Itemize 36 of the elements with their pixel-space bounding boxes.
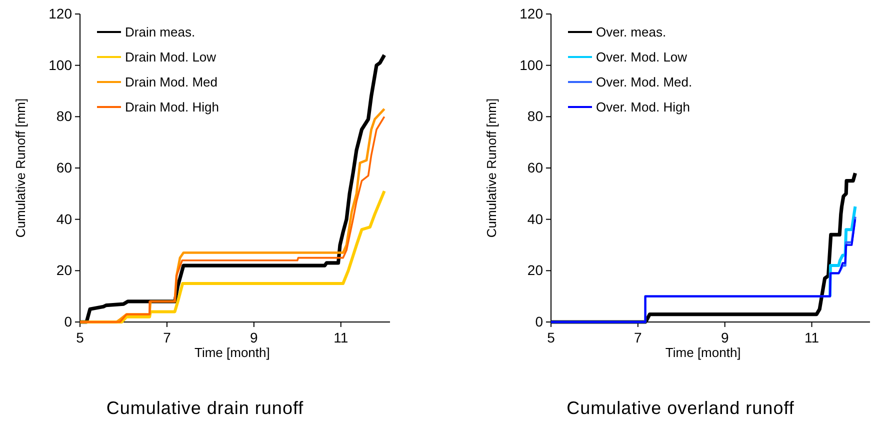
legend-label: Drain Mod. Med (125, 74, 218, 90)
y-tick-label: 100 (48, 56, 72, 73)
x-tick-label: 7 (634, 330, 642, 346)
text: Cumulative drain runoff (106, 398, 304, 418)
y-tick-label: 80 (56, 108, 72, 124)
x-axis-title: Time [month] (194, 345, 270, 360)
y-tick-label: 0 (64, 313, 72, 330)
y-tick-label: 40 (527, 210, 544, 227)
x-tick-label: 5 (76, 330, 84, 346)
legend-label: Drain Mod. High (125, 100, 219, 114)
y-tick-label: 80 (527, 108, 544, 124)
x-axis-title: Time [month] (665, 345, 741, 360)
y-tick-label: 100 (520, 56, 544, 73)
y-tick-label: 120 (520, 5, 544, 22)
x-tick-label: 9 (720, 330, 729, 346)
x-tick-label: 9 (250, 330, 258, 346)
y-axis-title: Cumulative Runoff [mm] (13, 98, 28, 238)
x-tick-label: 11 (334, 330, 348, 346)
x-tick-label: 7 (163, 330, 172, 346)
legend-label: Over. Mod. High (596, 100, 690, 114)
y-tick-label: 120 (48, 5, 72, 22)
legend-label: Over. meas. (596, 24, 666, 40)
y-tick-label: 20 (56, 262, 72, 278)
y-tick-label: 0 (535, 313, 544, 330)
legend-label: Over. Mod. Med. (596, 74, 692, 90)
x-tick-label: 5 (547, 330, 556, 346)
y-tick-label: 20 (527, 262, 544, 278)
legend-label: Drain meas. (125, 24, 196, 40)
y-tick-label: 60 (527, 159, 544, 176)
y-axis-title: Cumulative Runoff [mm] (484, 98, 499, 238)
x-tick-label: 11 (804, 330, 820, 346)
text: Cumulative overland runoff (566, 398, 795, 418)
y-tick-label: 40 (56, 210, 72, 227)
legend-label: Over. Mod. Low (596, 50, 688, 64)
y-tick-label: 60 (56, 159, 72, 176)
legend-label: Drain Mod. Low (125, 50, 217, 64)
